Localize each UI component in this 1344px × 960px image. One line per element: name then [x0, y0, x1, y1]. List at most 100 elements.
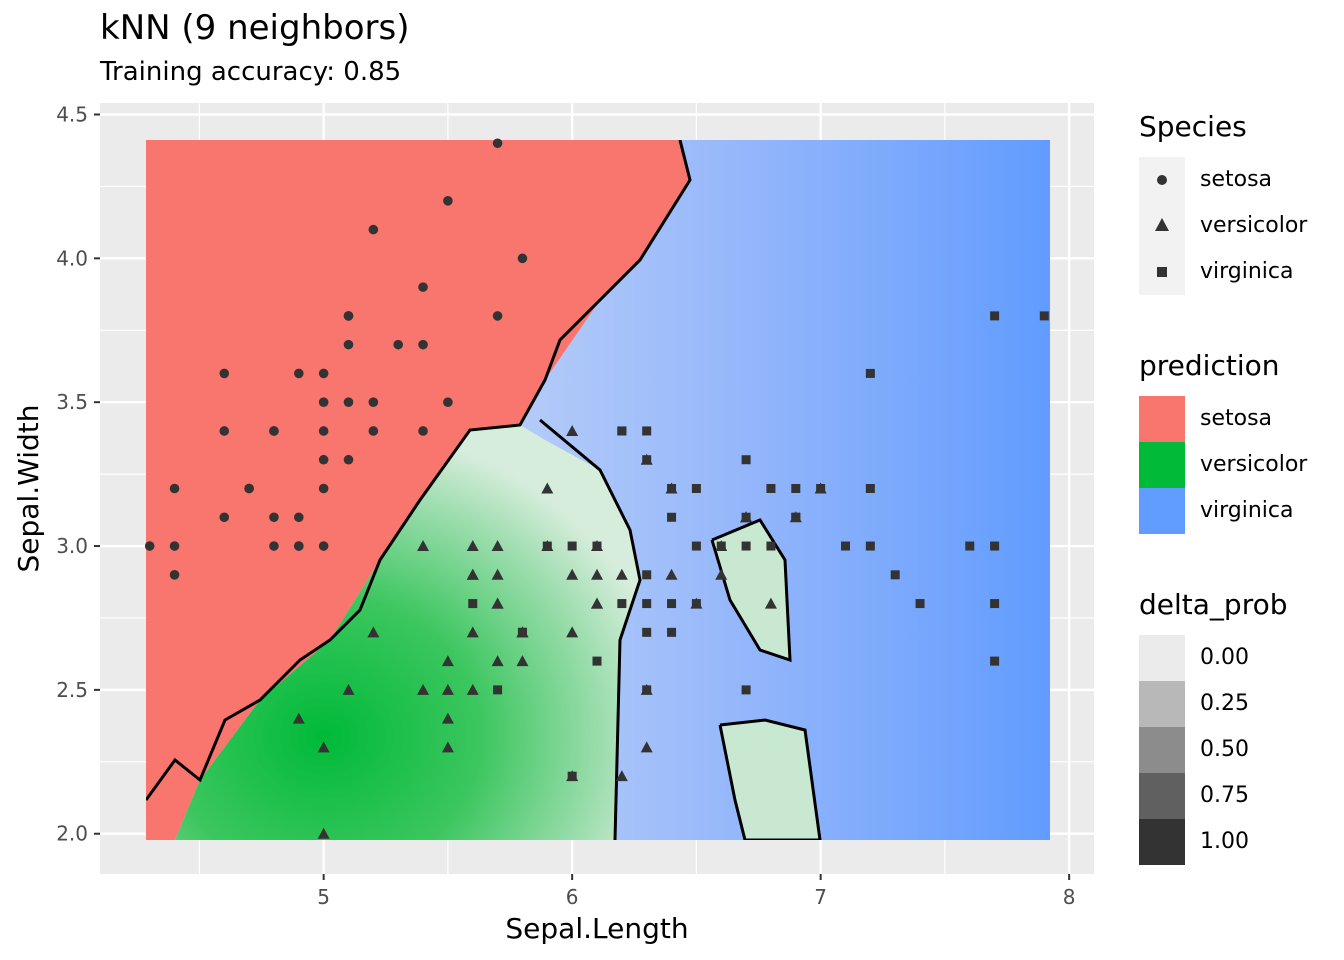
point-setosa	[169, 483, 180, 494]
point-versicolor	[491, 597, 504, 609]
region-versicolor-island	[712, 520, 790, 660]
x-tick-label: 8	[1063, 885, 1076, 909]
chart-title: kNN (9 neighbors)	[100, 8, 410, 48]
point-versicolor	[466, 540, 479, 552]
x-tick-label: 7	[814, 885, 827, 909]
point-virginica	[592, 656, 602, 666]
region-setosa	[146, 140, 690, 840]
legend-delta-label-25: 0.25	[1200, 691, 1249, 716]
legend-key-versicolor-fill	[1139, 442, 1185, 488]
point-virginica	[791, 484, 801, 493]
point-setosa	[318, 483, 329, 494]
point-versicolor	[516, 655, 529, 667]
point-setosa	[318, 454, 329, 465]
point-setosa	[343, 311, 354, 321]
point-virginica	[567, 771, 577, 781]
point-setosa	[368, 426, 379, 436]
point-setosa	[244, 483, 254, 494]
legend-key-setosa-fill	[1139, 396, 1185, 442]
y-tick-label: 4.0	[56, 246, 88, 270]
legend-delta-label-0: 0.00	[1200, 645, 1249, 670]
point-virginica	[915, 599, 925, 609]
legend-species-label-versicolor: versicolor	[1200, 213, 1308, 238]
point-versicolor	[566, 626, 579, 638]
point-versicolor	[541, 482, 554, 494]
point-setosa	[343, 339, 354, 350]
x-axis-label: Sepal.Length	[505, 912, 688, 945]
legend-species-label-setosa: setosa	[1200, 167, 1273, 192]
point-virginica	[642, 599, 652, 609]
point-setosa	[443, 397, 453, 407]
boundary-setosa	[146, 140, 692, 801]
point-setosa	[294, 368, 304, 379]
point-virginica	[766, 484, 776, 493]
legend-prediction-label-setosa: setosa	[1200, 406, 1273, 431]
point-versicolor	[441, 712, 454, 724]
point-versicolor	[615, 568, 628, 580]
point-virginica	[517, 627, 527, 637]
data-points	[144, 138, 1049, 839]
point-virginica	[766, 541, 776, 551]
point-setosa	[269, 426, 279, 436]
point-virginica	[642, 685, 652, 695]
point-virginica	[667, 627, 677, 637]
point-setosa	[294, 541, 304, 551]
point-virginica	[990, 599, 1000, 609]
point-setosa	[318, 397, 329, 407]
chart-subtitle: Training accuracy: 0.85	[100, 57, 402, 87]
point-virginica	[567, 541, 577, 551]
point-versicolor	[715, 568, 728, 580]
point-virginica	[592, 541, 602, 551]
point-setosa	[219, 368, 230, 379]
legend-key-setosa-circle	[1157, 175, 1167, 185]
legend-delta-label-75: 0.75	[1200, 783, 1249, 808]
point-virginica	[642, 455, 652, 465]
legend-delta-title: delta_prob	[1139, 588, 1288, 621]
legend-key-delta-75	[1139, 773, 1185, 819]
point-versicolor	[491, 540, 504, 552]
point-virginica	[667, 512, 677, 522]
point-setosa	[492, 311, 503, 321]
point-virginica	[542, 541, 552, 551]
legend-key-delta-0	[1139, 635, 1185, 681]
legend-prediction-title: prediction	[1139, 349, 1280, 382]
point-setosa	[169, 541, 180, 551]
x-tick-label: 5	[317, 885, 330, 909]
point-setosa	[393, 339, 404, 350]
boundary-versicolor	[539, 418, 642, 840]
point-virginica	[667, 599, 677, 609]
point-virginica	[468, 599, 478, 609]
point-versicolor	[441, 655, 454, 667]
axes: 5 6 7 8 2.0 2.5 3.0 3.5 4.0 4.5 Sepal.Length Sepal.…	[12, 103, 1076, 945]
point-virginica	[865, 484, 875, 493]
point-versicolor	[317, 741, 330, 753]
point-versicolor	[441, 741, 454, 753]
point-setosa	[294, 512, 304, 523]
point-virginica	[791, 512, 801, 522]
y-axis-label: Sepal.Width	[12, 405, 45, 573]
point-virginica	[691, 541, 701, 551]
point-virginica	[642, 627, 652, 637]
point-setosa	[269, 541, 279, 551]
legend-species-title: Species	[1139, 110, 1247, 143]
point-setosa	[517, 253, 528, 264]
legend-delta-keys	[1139, 635, 1185, 865]
point-setosa	[269, 512, 279, 523]
point-setosa	[418, 426, 428, 436]
point-versicolor	[591, 597, 603, 609]
point-setosa	[318, 368, 329, 379]
point-setosa	[318, 541, 329, 551]
boundary-versicolor-island	[710, 518, 792, 663]
legend-prediction-label-virginica: virginica	[1200, 498, 1294, 523]
point-virginica	[841, 541, 850, 551]
point-setosa	[492, 138, 503, 149]
point-setosa	[368, 397, 379, 407]
point-virginica	[642, 426, 652, 436]
point-virginica	[741, 541, 751, 551]
point-versicolor	[466, 568, 479, 580]
point-versicolor	[417, 540, 430, 552]
boundary-versicolor-island-2	[718, 718, 822, 840]
y-tick-label: 2.5	[56, 678, 88, 702]
point-virginica	[741, 685, 751, 695]
